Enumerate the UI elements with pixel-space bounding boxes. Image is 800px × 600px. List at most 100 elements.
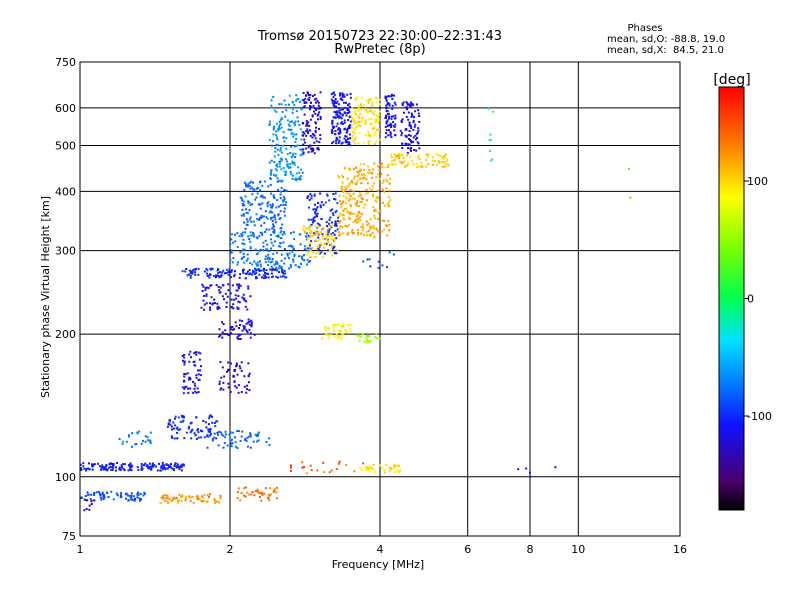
data-point [203,270,206,273]
data-point [283,272,286,275]
data-point [205,286,208,289]
data-point [319,91,322,94]
data-point [237,295,240,297]
data-point [110,469,113,471]
data-point [251,263,254,266]
data-point [390,117,393,120]
data-point [205,267,208,270]
data-point [413,116,415,119]
data-point [314,212,317,215]
data-point [286,163,289,166]
data-point [191,271,194,274]
data-point [282,195,285,198]
data-point [234,270,236,273]
data-point [283,231,285,233]
data-point [270,238,272,241]
data-point [247,285,250,288]
info-heading: Phases [627,23,662,34]
grid-lines [80,62,680,536]
data-point [397,464,400,467]
data-point [346,127,349,130]
data-point [188,376,191,379]
data-point [283,189,286,192]
data-point [360,177,363,180]
data-point [351,137,353,140]
data-point [330,221,333,224]
data-point [406,108,408,111]
data-point [127,469,130,472]
data-point [343,111,346,114]
data-point [211,421,214,424]
data-point [369,233,372,236]
data-point [330,98,333,101]
data-point [360,103,362,106]
data-point [219,497,222,500]
data-point [338,331,341,334]
data-point [264,258,267,261]
data-point [283,99,286,102]
data-point [255,196,258,199]
data-point [150,465,153,468]
data-point [292,260,295,263]
data-point [302,92,305,94]
data-point [255,187,258,190]
data-point [303,138,306,141]
data-point [300,168,302,171]
data-point [225,268,228,271]
data-point [255,275,258,278]
data-point [316,240,319,242]
data-point [268,249,271,252]
y-tick-label: 500 [55,140,76,153]
data-point [394,163,397,166]
data-point [247,362,250,365]
data-point [292,248,295,251]
data-point [307,218,310,221]
data-point [306,254,309,257]
data-point [277,127,280,130]
data-point [328,250,331,252]
data-point [348,141,351,144]
data-point [316,100,319,103]
data-point [168,498,171,501]
data-point [270,272,273,275]
data-point [324,201,327,204]
data-point [312,148,315,151]
x-axis-label: Frequency [MHz] [332,558,424,571]
data-point [202,285,205,288]
data-point [222,434,225,437]
data-point [180,500,183,503]
data-point [269,210,272,213]
data-point [238,365,241,368]
data-point [427,153,430,156]
data-point [312,149,315,152]
data-point [313,110,315,113]
data-point [207,423,210,426]
data-point [340,117,343,120]
data-point [340,121,343,124]
data-point [361,333,364,336]
data-point [334,116,337,119]
data-point [304,141,306,144]
data-point [335,110,338,113]
data-point [362,206,365,209]
data-point [315,252,318,255]
data-point [180,414,183,417]
data-point [188,360,191,363]
data-point [329,234,332,237]
data-point [234,321,237,324]
data-point [232,375,235,378]
data-point [417,142,420,145]
data-point [200,429,202,432]
data-point [325,230,328,233]
data-point [323,252,326,255]
data-point [271,216,274,219]
data-point [349,330,352,333]
data-point [377,121,380,124]
data-point [364,119,367,122]
data-point [144,440,147,443]
data-point [289,166,292,169]
data-point [352,120,355,123]
data-point [238,276,241,279]
data-point [243,221,246,224]
data-point [201,283,204,286]
